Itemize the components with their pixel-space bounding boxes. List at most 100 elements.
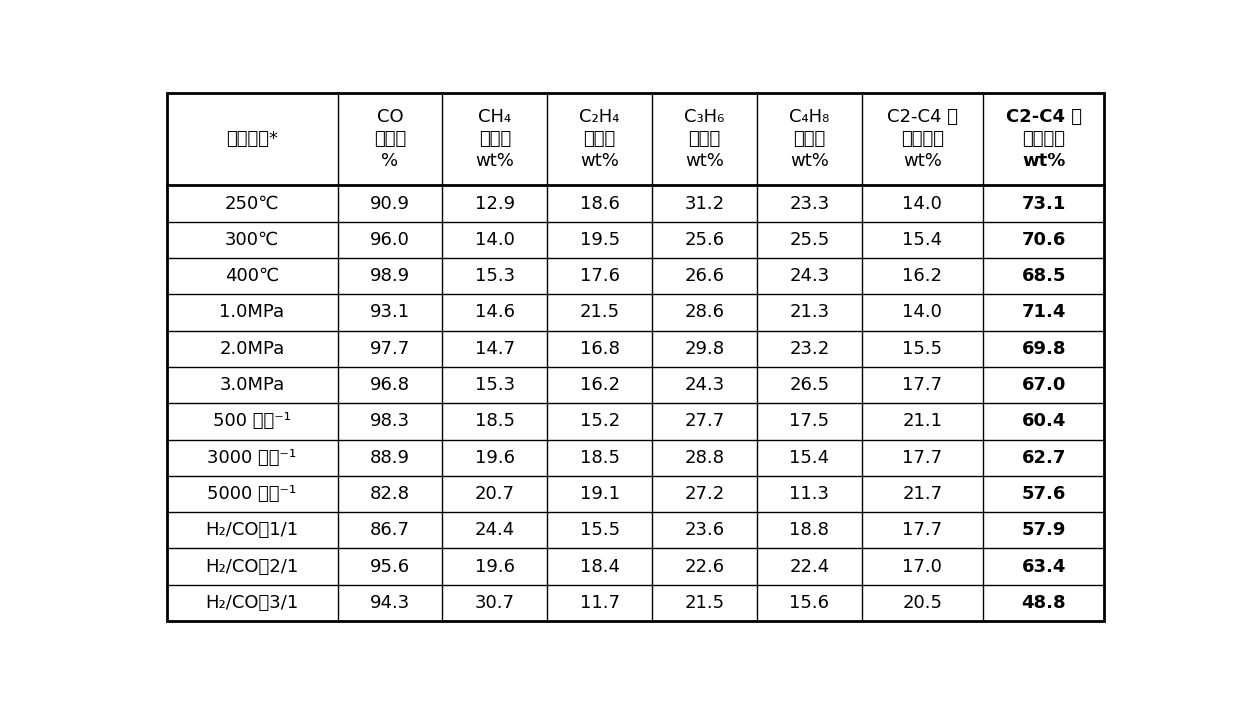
- Text: 70.6: 70.6: [1022, 231, 1066, 249]
- Text: 18.5: 18.5: [475, 412, 515, 431]
- Text: 17.7: 17.7: [903, 521, 942, 539]
- Text: 93.1: 93.1: [370, 303, 410, 322]
- Text: 69.8: 69.8: [1022, 340, 1066, 358]
- Text: 300℃: 300℃: [224, 231, 279, 249]
- Text: 17.7: 17.7: [903, 449, 942, 467]
- Text: H₂/CO＝1/1: H₂/CO＝1/1: [206, 521, 299, 539]
- Text: C₄H₈
选择性
wt%: C₄H₈ 选择性 wt%: [789, 108, 830, 170]
- Text: 18.8: 18.8: [790, 521, 830, 539]
- Text: 17.6: 17.6: [579, 267, 620, 285]
- Text: 16.2: 16.2: [579, 376, 620, 394]
- Text: 25.6: 25.6: [684, 231, 724, 249]
- Text: 21.1: 21.1: [903, 412, 942, 431]
- Text: 24.3: 24.3: [684, 376, 724, 394]
- Text: 18.5: 18.5: [579, 449, 620, 467]
- Text: 15.5: 15.5: [903, 340, 942, 358]
- Text: 96.8: 96.8: [370, 376, 410, 394]
- Text: 26.5: 26.5: [789, 376, 830, 394]
- Text: 15.3: 15.3: [475, 376, 515, 394]
- Text: 400℃: 400℃: [224, 267, 279, 285]
- Text: 22.4: 22.4: [789, 558, 830, 575]
- Text: 48.8: 48.8: [1022, 594, 1066, 612]
- Text: 23.2: 23.2: [789, 340, 830, 358]
- Text: 16.8: 16.8: [580, 340, 620, 358]
- Text: 15.4: 15.4: [903, 231, 942, 249]
- Text: 2.0MPa: 2.0MPa: [219, 340, 285, 358]
- Text: 11.7: 11.7: [579, 594, 620, 612]
- Text: 28.8: 28.8: [684, 449, 724, 467]
- Text: 30.7: 30.7: [475, 594, 515, 612]
- Text: 86.7: 86.7: [370, 521, 410, 539]
- Text: 23.3: 23.3: [789, 194, 830, 213]
- Text: 14.0: 14.0: [903, 194, 942, 213]
- Text: 评价条件*: 评价条件*: [226, 130, 278, 148]
- Text: 73.1: 73.1: [1022, 194, 1066, 213]
- Text: 27.2: 27.2: [684, 485, 724, 503]
- Text: 63.4: 63.4: [1022, 558, 1066, 575]
- Text: 16.2: 16.2: [903, 267, 942, 285]
- Text: 24.4: 24.4: [475, 521, 515, 539]
- Text: 94.3: 94.3: [370, 594, 410, 612]
- Text: 29.8: 29.8: [684, 340, 724, 358]
- Text: 15.6: 15.6: [790, 594, 830, 612]
- Text: 21.3: 21.3: [789, 303, 830, 322]
- Text: 98.3: 98.3: [370, 412, 410, 431]
- Text: 98.9: 98.9: [370, 267, 410, 285]
- Text: C₃H₆
选择性
wt%: C₃H₆ 选择性 wt%: [684, 108, 724, 170]
- Text: H₂/CO＝2/1: H₂/CO＝2/1: [206, 558, 299, 575]
- Text: 57.9: 57.9: [1022, 521, 1066, 539]
- Text: 62.7: 62.7: [1022, 449, 1066, 467]
- Text: 19.5: 19.5: [579, 231, 620, 249]
- Text: 97.7: 97.7: [370, 340, 410, 358]
- Text: 57.6: 57.6: [1022, 485, 1066, 503]
- Text: 3000 小时⁻¹: 3000 小时⁻¹: [207, 449, 296, 467]
- Text: 96.0: 96.0: [370, 231, 410, 249]
- Text: 15.4: 15.4: [789, 449, 830, 467]
- Text: C2-C4 烷
烳选择性
wt%: C2-C4 烷 烳选择性 wt%: [887, 108, 957, 170]
- Text: 19.1: 19.1: [579, 485, 620, 503]
- Text: 5000 小时⁻¹: 5000 小时⁻¹: [207, 485, 296, 503]
- Text: 20.7: 20.7: [475, 485, 515, 503]
- Text: 24.3: 24.3: [789, 267, 830, 285]
- Text: 31.2: 31.2: [684, 194, 724, 213]
- Text: 17.7: 17.7: [903, 376, 942, 394]
- Text: 68.5: 68.5: [1022, 267, 1066, 285]
- Text: CH₄
选择性
wt%: CH₄ 选择性 wt%: [475, 108, 515, 170]
- Text: 95.6: 95.6: [370, 558, 410, 575]
- Text: 15.2: 15.2: [579, 412, 620, 431]
- Text: 18.6: 18.6: [580, 194, 620, 213]
- Text: CO
转化率
%: CO 转化率 %: [373, 108, 407, 170]
- Text: 15.3: 15.3: [475, 267, 515, 285]
- Text: 21.5: 21.5: [684, 594, 724, 612]
- Text: H₂/CO＝3/1: H₂/CO＝3/1: [206, 594, 299, 612]
- Text: 21.5: 21.5: [579, 303, 620, 322]
- Text: 22.6: 22.6: [684, 558, 724, 575]
- Text: 25.5: 25.5: [789, 231, 830, 249]
- Text: 14.0: 14.0: [903, 303, 942, 322]
- Text: 23.6: 23.6: [684, 521, 724, 539]
- Text: 27.7: 27.7: [684, 412, 724, 431]
- Text: 28.6: 28.6: [684, 303, 724, 322]
- Text: 19.6: 19.6: [475, 558, 515, 575]
- Text: 26.6: 26.6: [684, 267, 724, 285]
- Text: 12.9: 12.9: [475, 194, 515, 213]
- Text: 11.3: 11.3: [790, 485, 830, 503]
- Text: 20.5: 20.5: [903, 594, 942, 612]
- Text: 90.9: 90.9: [370, 194, 410, 213]
- Text: 82.8: 82.8: [370, 485, 410, 503]
- Text: 19.6: 19.6: [475, 449, 515, 467]
- Text: C₂H₄
选择性
wt%: C₂H₄ 选择性 wt%: [579, 108, 620, 170]
- Text: 17.0: 17.0: [903, 558, 942, 575]
- Text: 15.5: 15.5: [579, 521, 620, 539]
- Text: 14.7: 14.7: [475, 340, 515, 358]
- Text: 17.5: 17.5: [789, 412, 830, 431]
- Text: 18.4: 18.4: [579, 558, 620, 575]
- Text: 3.0MPa: 3.0MPa: [219, 376, 285, 394]
- Text: 21.7: 21.7: [903, 485, 942, 503]
- Text: C2-C4 烯
烳选择性
wt%: C2-C4 烯 烳选择性 wt%: [1006, 108, 1081, 170]
- Text: 250℃: 250℃: [224, 194, 279, 213]
- Text: 1.0MPa: 1.0MPa: [219, 303, 285, 322]
- Text: 14.6: 14.6: [475, 303, 515, 322]
- Text: 500 小时⁻¹: 500 小时⁻¹: [213, 412, 291, 431]
- Text: 60.4: 60.4: [1022, 412, 1066, 431]
